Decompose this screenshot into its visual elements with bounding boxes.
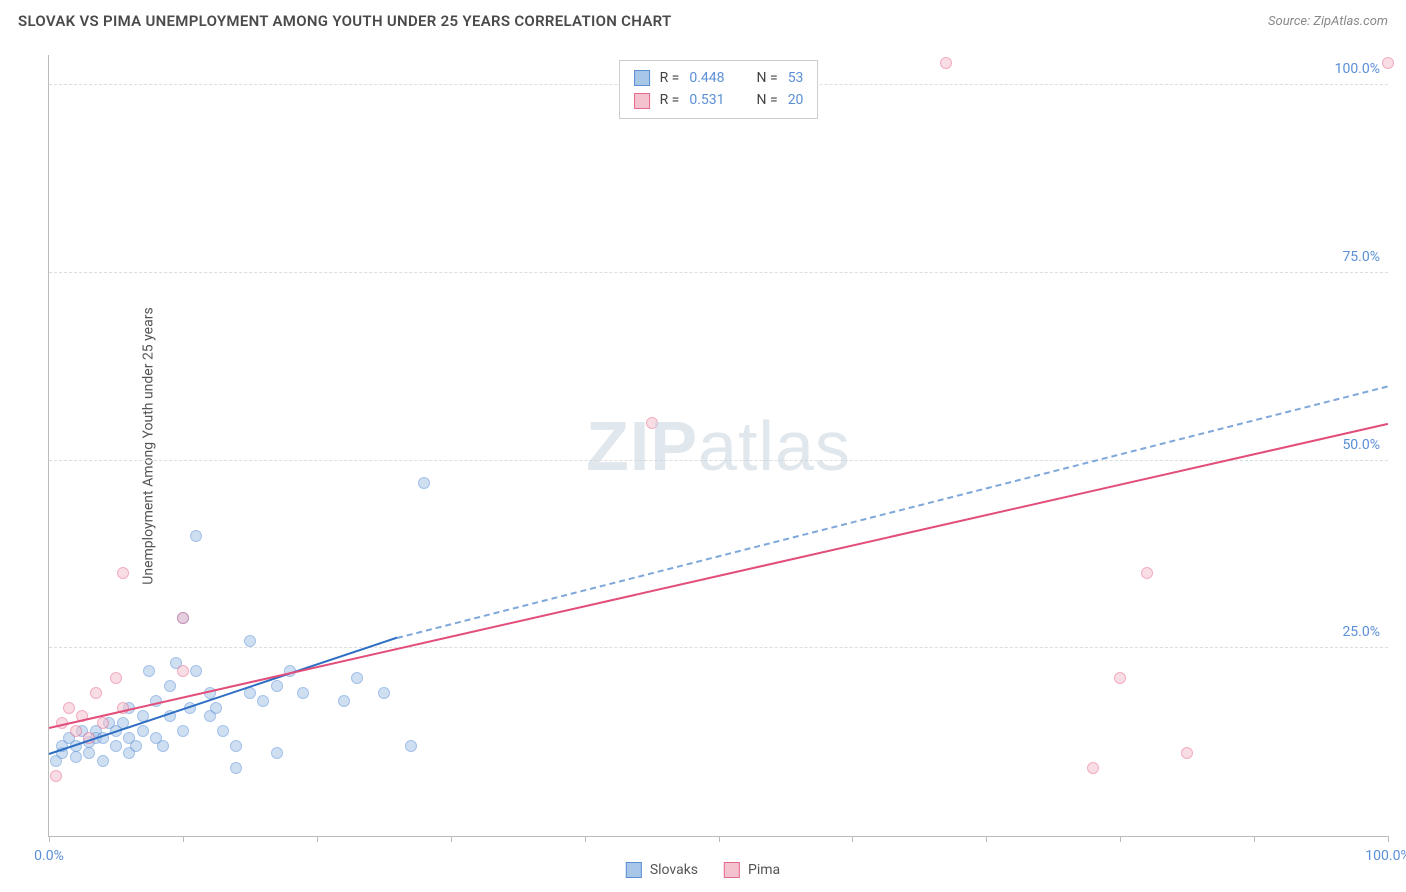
scatter-point: [190, 530, 202, 542]
scatter-point: [210, 702, 222, 714]
legend-swatch-icon: [626, 862, 642, 878]
n-value: 20: [788, 89, 804, 111]
scatter-point: [110, 672, 122, 684]
scatter-point: [338, 695, 350, 707]
stats-legend-row: R = 0.448 N = 53: [634, 67, 804, 89]
x-tick: [1388, 836, 1389, 842]
scatter-point: [217, 725, 229, 737]
gridline: [49, 460, 1388, 461]
series-legend-label: Slovaks: [650, 862, 698, 878]
scatter-point: [1141, 567, 1153, 579]
scatter-point: [143, 665, 155, 677]
scatter-point: [230, 762, 242, 774]
scatter-point: [70, 751, 82, 763]
scatter-point: [418, 477, 430, 489]
regression-line: [49, 423, 1388, 729]
scatter-point: [117, 567, 129, 579]
scatter-point: [271, 747, 283, 759]
scatter-point: [177, 665, 189, 677]
n-label: N =: [757, 67, 778, 89]
x-tick: [1254, 836, 1255, 842]
scatter-point: [1382, 57, 1394, 69]
scatter-point: [297, 687, 309, 699]
legend-swatch-icon: [724, 862, 740, 878]
y-tick-label: 100.0%: [1335, 61, 1380, 77]
scatter-point: [378, 687, 390, 699]
x-tick: [585, 836, 586, 842]
y-tick-label: 50.0%: [1342, 437, 1380, 453]
scatter-point: [90, 687, 102, 699]
scatter-point: [137, 725, 149, 737]
scatter-point: [157, 740, 169, 752]
scatter-point: [177, 612, 189, 624]
r-value: 0.448: [689, 67, 724, 89]
scatter-point: [177, 725, 189, 737]
scatter-point: [164, 680, 176, 692]
scatter-point: [244, 635, 256, 647]
n-value: 53: [788, 67, 804, 89]
series-legend-label: Pima: [748, 862, 780, 878]
scatter-point: [70, 725, 82, 737]
r-value: 0.531: [689, 89, 724, 111]
series-legend: Slovaks Pima: [626, 862, 780, 878]
scatter-point: [63, 702, 75, 714]
scatter-point: [1114, 672, 1126, 684]
x-tick-label: 100.0%: [1365, 848, 1406, 864]
x-tick: [852, 836, 853, 842]
y-tick-label: 25.0%: [1342, 624, 1380, 640]
n-label: N =: [757, 89, 778, 111]
scatter-point: [230, 740, 242, 752]
gridline: [49, 647, 1388, 648]
scatter-point: [257, 695, 269, 707]
scatter-point: [97, 755, 109, 767]
x-tick: [317, 836, 318, 842]
x-tick: [986, 836, 987, 842]
x-tick: [49, 836, 50, 842]
source-attribution: Source: ZipAtlas.com: [1268, 14, 1388, 29]
x-tick: [1120, 836, 1121, 842]
scatter-point: [351, 672, 363, 684]
x-tick-label: 0.0%: [34, 848, 64, 864]
x-tick: [719, 836, 720, 842]
scatter-point: [97, 717, 109, 729]
r-label: R =: [660, 67, 680, 89]
chart-title: SLOVAK VS PIMA UNEMPLOYMENT AMONG YOUTH …: [18, 12, 672, 30]
stats-legend: R = 0.448 N = 53 R = 0.531 N = 20: [619, 60, 819, 119]
scatter-point: [1087, 762, 1099, 774]
series-legend-item: Pima: [724, 862, 780, 878]
legend-swatch-icon: [634, 93, 650, 109]
chart-plot-area: 25.0%50.0%75.0%100.0%0.0%100.0% ZIPatlas…: [48, 55, 1388, 837]
scatter-point: [83, 747, 95, 759]
scatter-point: [1181, 747, 1193, 759]
x-tick: [451, 836, 452, 842]
scatter-point: [405, 740, 417, 752]
legend-swatch-icon: [634, 70, 650, 86]
scatter-point: [130, 740, 142, 752]
y-tick-label: 75.0%: [1342, 249, 1380, 265]
r-label: R =: [660, 89, 680, 111]
stats-legend-row: R = 0.531 N = 20: [634, 89, 804, 111]
scatter-point: [940, 57, 952, 69]
x-tick: [183, 836, 184, 842]
scatter-point: [271, 680, 283, 692]
series-legend-item: Slovaks: [626, 862, 698, 878]
scatter-point: [646, 417, 658, 429]
scatter-point: [50, 770, 62, 782]
gridline: [49, 272, 1388, 273]
regression-line: [397, 385, 1388, 639]
scatter-point: [190, 665, 202, 677]
scatter-point: [110, 740, 122, 752]
